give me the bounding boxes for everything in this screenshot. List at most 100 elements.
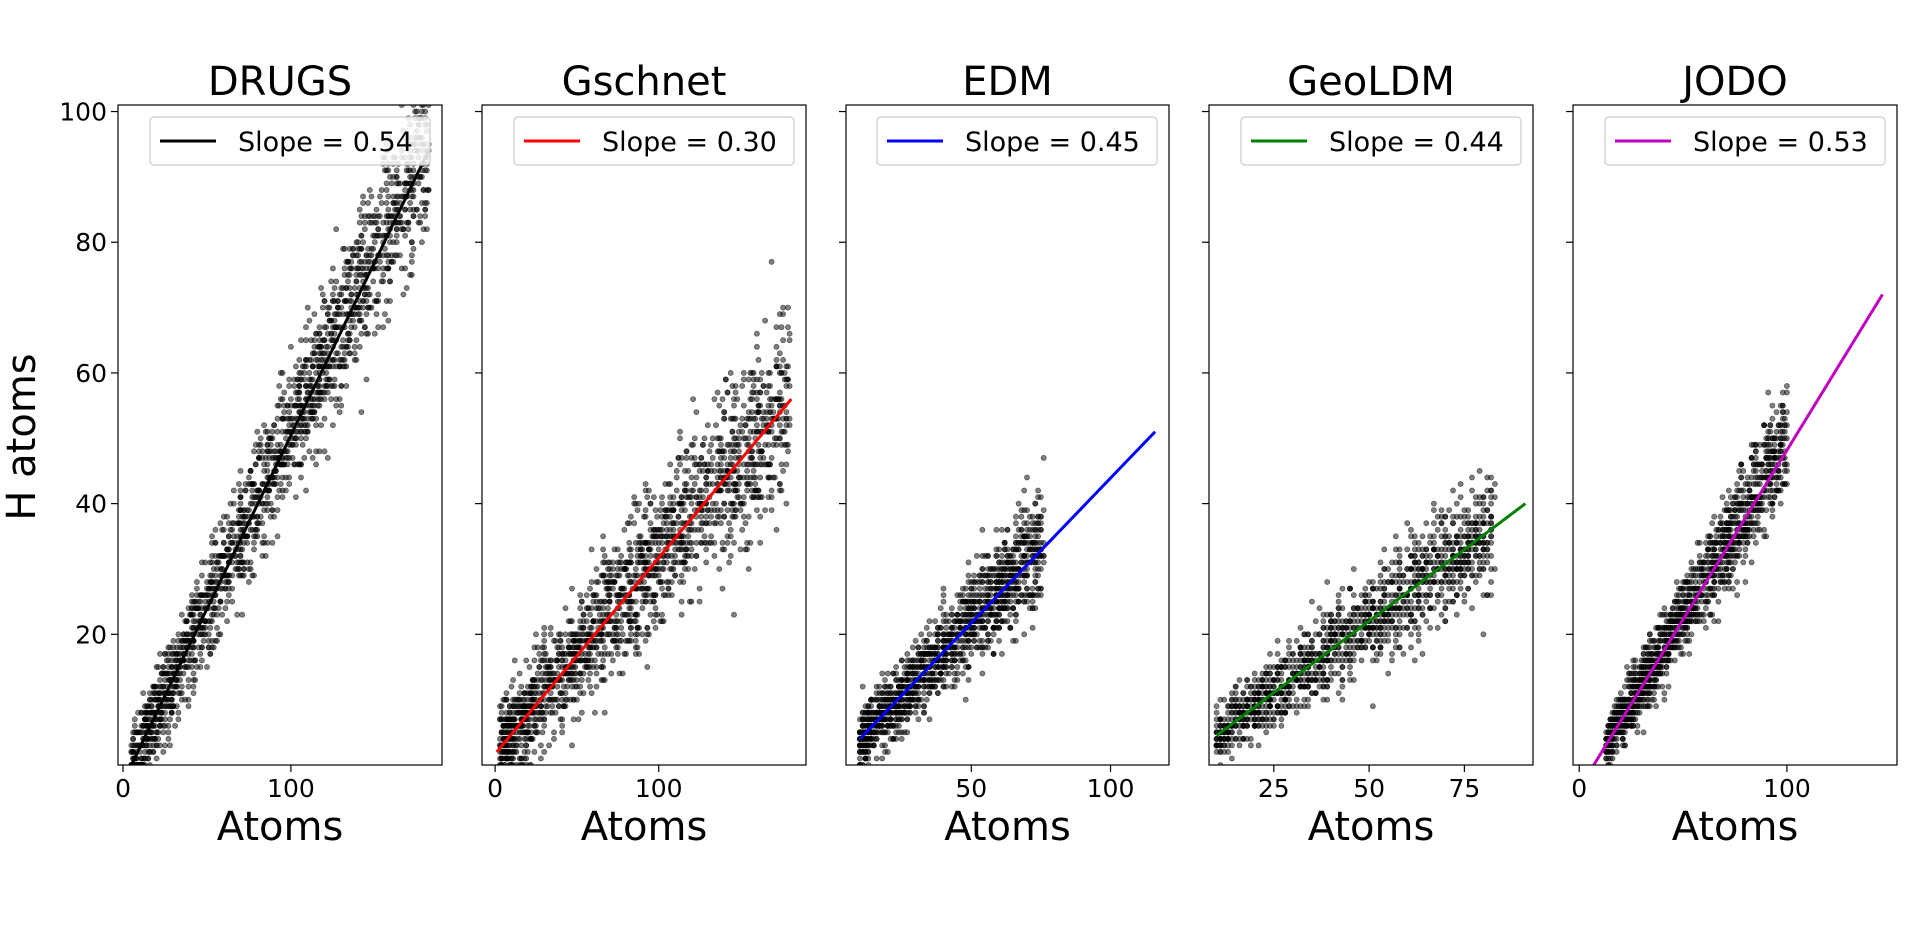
scatter-point <box>649 592 656 598</box>
scatter-point <box>407 173 413 180</box>
scatter-point <box>321 448 328 455</box>
scatter-point <box>178 696 185 703</box>
scatter-point <box>783 415 790 422</box>
scatter-point <box>990 631 997 638</box>
scatter-point <box>531 749 538 755</box>
scatter-point <box>274 415 281 422</box>
scatter-point <box>400 291 407 298</box>
scatter-point <box>572 631 579 638</box>
scatter-point <box>626 520 633 527</box>
scatter-point <box>523 657 530 664</box>
scatter-point <box>403 219 410 226</box>
scatter-point <box>541 624 548 631</box>
scatter-point <box>172 722 178 729</box>
scatter-point <box>541 637 548 644</box>
scatter-point <box>544 664 551 670</box>
scatter-point <box>587 683 593 690</box>
scatter-point <box>752 474 759 481</box>
scatter-point <box>298 435 304 442</box>
scatter-point <box>755 409 762 415</box>
scatter-point <box>220 539 227 546</box>
scatter-point <box>426 76 431 81</box>
scatter-point <box>298 422 304 429</box>
scatter-point <box>976 598 983 605</box>
scatter-point <box>240 507 247 513</box>
scatter-point <box>595 605 602 612</box>
scatter-point <box>757 389 764 396</box>
scatter-point <box>946 631 952 638</box>
scatter-point <box>388 213 395 219</box>
scatter-point <box>704 507 711 513</box>
scatter-point <box>343 298 350 304</box>
scatter-point <box>358 232 365 239</box>
scatter-point <box>757 513 764 520</box>
scatter-point <box>1032 500 1039 507</box>
scatter-point <box>695 526 701 533</box>
scatter-point <box>368 193 375 200</box>
scatter-point <box>711 507 718 513</box>
scatter-point <box>264 539 271 546</box>
scatter-point <box>870 742 877 749</box>
scatter-point <box>896 690 902 696</box>
scatter-point <box>862 755 869 762</box>
scatter-point <box>406 96 411 101</box>
scatter-point <box>785 304 791 311</box>
scatter-point <box>618 559 624 566</box>
scatter-point <box>1013 611 1019 618</box>
scatter-point <box>729 428 736 435</box>
scatter-point <box>976 624 983 631</box>
scatter-point <box>358 330 365 337</box>
scatter-point <box>907 690 913 696</box>
scatter-point <box>373 311 380 317</box>
scatter-point <box>731 513 737 520</box>
scatter-point <box>500 722 507 729</box>
scatter-point <box>605 566 611 572</box>
scatter-point <box>600 559 606 566</box>
scatter-point <box>862 742 869 749</box>
scatter-point <box>363 311 370 317</box>
scatter-point <box>876 722 883 729</box>
scatter-point <box>533 631 539 638</box>
scatter-point <box>1013 559 1019 566</box>
scatter-point <box>721 409 728 415</box>
scatter-point <box>1035 533 1041 540</box>
scatter-point <box>716 566 723 572</box>
scatter-point <box>256 454 262 461</box>
scatter-point <box>296 356 303 363</box>
scatter-point <box>773 441 780 448</box>
scatter-point <box>703 513 710 520</box>
scatter-point <box>923 624 930 631</box>
scatter-point <box>1032 572 1039 579</box>
scatter-point <box>664 559 670 566</box>
scatter-point <box>240 513 247 520</box>
scatter-point <box>631 494 638 500</box>
scatter-point <box>547 709 554 716</box>
scatter-point <box>1453 611 1460 618</box>
fit-line <box>130 150 430 765</box>
scatter-point <box>611 546 618 553</box>
scatter-point <box>185 703 192 710</box>
scatter-point <box>918 657 925 664</box>
scatter-point <box>678 494 685 500</box>
scatter-point <box>1018 559 1025 566</box>
scatter-point <box>587 644 593 651</box>
scatter-point <box>516 729 523 736</box>
scatter-point <box>380 324 387 331</box>
scatter-point <box>329 265 336 272</box>
scatter-point <box>664 513 670 520</box>
scatter-point <box>601 644 608 651</box>
scatter-point <box>296 396 303 402</box>
scatter-point <box>200 624 207 631</box>
scatter-point <box>659 500 665 507</box>
scatter-point <box>309 376 316 383</box>
scatter-point <box>534 729 541 736</box>
scatter-point <box>338 383 345 389</box>
scatter-point <box>605 605 611 612</box>
scatter-point <box>1013 533 1019 540</box>
scatter-point <box>173 657 180 664</box>
scatter-point <box>868 716 874 723</box>
scatter-point <box>686 598 693 605</box>
scatter-point <box>402 265 408 272</box>
scatter-point <box>668 592 675 598</box>
